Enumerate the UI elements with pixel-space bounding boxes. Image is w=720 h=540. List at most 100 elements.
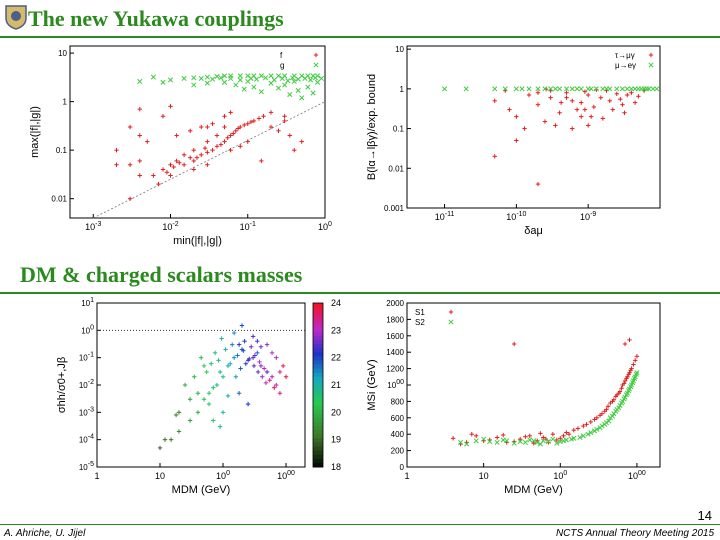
colorbar-tick-label: 18 [331,462,341,472]
legend-label: g [280,61,284,70]
data-point [157,445,163,451]
data-point [182,382,188,388]
data-point-series1 [629,90,634,95]
data-point-series1 [205,139,210,144]
data-point [212,350,218,356]
title-divider-top [0,36,720,38]
data-point-series1 [127,124,133,130]
data-point-series2 [580,433,586,439]
data-point-series1 [137,173,142,178]
data-point-series1 [282,118,287,124]
data-point-series1 [602,409,607,414]
colorbar-tick-label: 19 [331,435,341,445]
colorbar-segment [313,405,323,411]
colorbar-segment [313,397,323,402]
colorbar-tick-label: 23 [331,325,341,335]
data-point-series2 [289,75,296,81]
data-point-series2 [517,439,523,445]
data-point-series2 [150,74,156,80]
x-axis-label: δaμ [524,225,543,237]
data-point [220,374,226,379]
data-point-series1 [450,436,456,441]
x-tick-label: 100 [318,221,332,232]
data-point-series2 [307,77,314,83]
data-point-series1 [624,376,629,381]
data-point-series1 [231,131,236,136]
data-point [201,397,207,402]
data-point-series2 [654,86,660,92]
colorbar-frame [312,302,324,468]
data-point [173,412,179,418]
data-point-series2 [646,86,652,92]
colorbar-segment [313,364,323,370]
data-point-series2 [268,73,274,79]
data-point-series1 [137,133,142,138]
colorbar-segment [313,438,323,443]
data-point [245,401,251,407]
data-point-series2 [531,438,537,444]
data-point-series1 [607,98,613,104]
legend-marker [448,309,454,315]
colorbar-segment [313,413,323,419]
data-point-series1 [171,164,176,170]
data-point [176,429,182,434]
data-point-series2 [275,73,282,79]
data-point-series2 [237,73,243,79]
data-point-series1 [174,133,179,138]
x-tick-label: 10-2 [162,221,178,232]
data-point [217,424,223,429]
data-point-series1 [622,341,628,347]
data-point-series2 [564,86,570,92]
y-tick-label: 2000 [386,299,404,308]
data-point-series2 [463,86,469,92]
data-point-series2 [191,75,197,81]
y-tick-label: 10-1 [79,352,94,363]
data-point-series2 [621,396,627,402]
data-point-series1 [256,116,262,121]
data-point-series2 [198,75,204,82]
chart-lfv: 10-11 10-10 10-9 0.001 0.01 0.1 1 10 δaμ B(lα→lβγ… [366,45,661,237]
colorbar-segment [313,307,323,312]
y-tick-label: 1 [63,98,68,107]
title-divider-mid [0,292,720,294]
y-tick-label: 100 [81,324,94,335]
data-point-series1 [621,381,627,386]
data-point-series2 [233,82,239,88]
y-tick-label: 200 [391,447,405,456]
data-point-series1 [558,436,563,441]
data-point [257,359,262,365]
colorbar-segment [313,360,323,365]
data-point-series2 [644,86,650,92]
data-point [220,410,226,415]
data-point-series2 [628,86,634,92]
colorbar-segment [313,458,323,464]
data-point-series1 [492,98,497,104]
colorbar-segment [313,323,323,329]
data-point-series2 [494,439,500,445]
legend-label: τ→μγ [615,51,635,60]
data-point-series1 [597,413,603,418]
data-point-series1 [614,91,619,97]
data-point-series1 [276,128,281,134]
data-point-series1 [591,104,597,110]
data-point-series2 [221,73,228,79]
data-point [238,366,243,371]
x-tick-label: 10-9 [580,211,596,222]
legend-label: S1 [415,308,425,317]
data-point-series1 [541,435,546,440]
y-tick-label: 0.1 [56,146,68,155]
data-point-series1 [222,139,227,144]
data-point-series1 [628,368,633,373]
data-point [187,418,193,423]
data-point-series1 [261,114,266,119]
data-point-series2 [650,86,656,92]
data-point-series1 [222,114,227,119]
y-tick-label: 1 [400,85,405,94]
data-point-series2 [630,379,636,386]
data-point-series2 [519,86,525,92]
data-point [211,418,216,423]
colorbar-segment [313,356,323,361]
data-point-series2 [597,425,603,431]
colorbar-tick-label: 24 [331,298,341,308]
data-point-series1 [181,162,187,167]
